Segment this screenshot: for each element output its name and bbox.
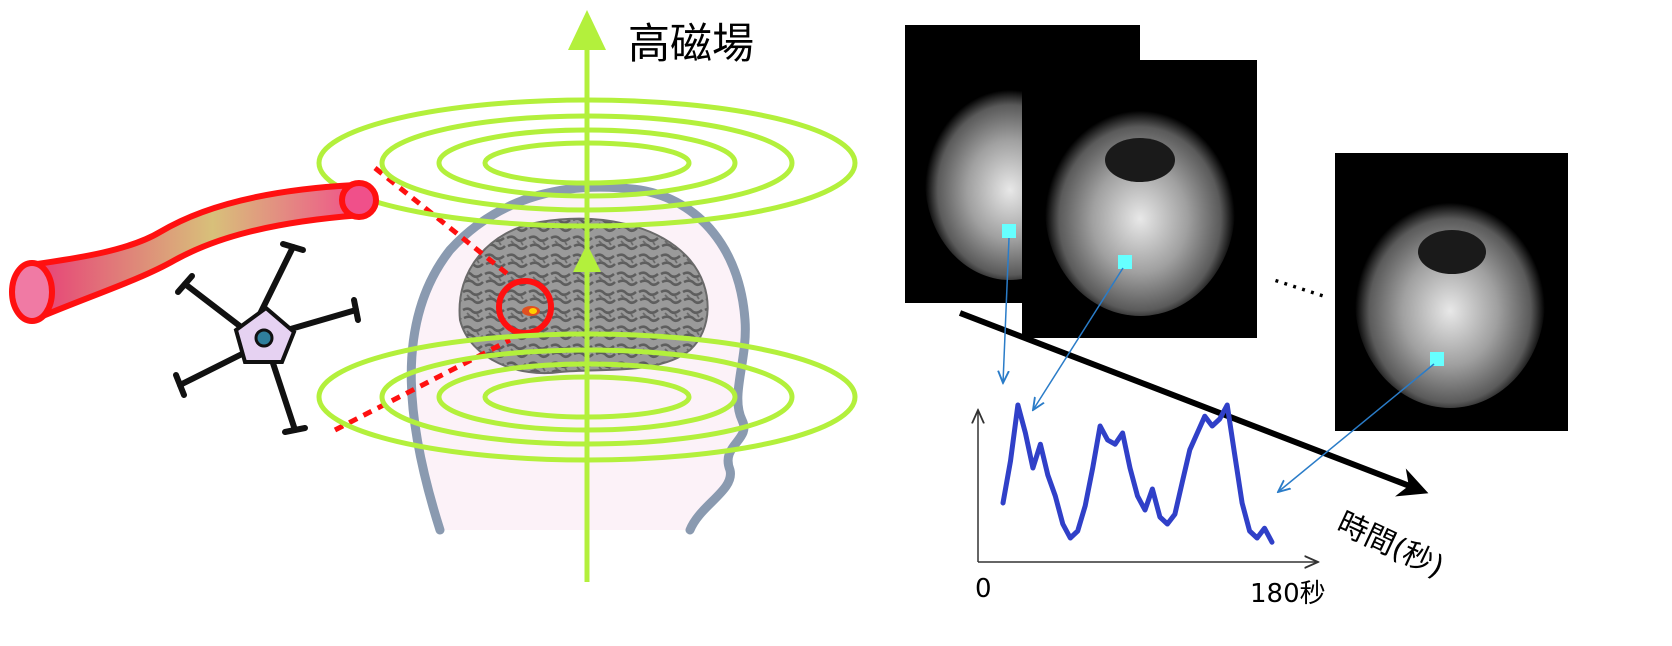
voxel-arrow-1	[1003, 237, 1010, 383]
neuron-nucleus	[254, 328, 274, 348]
signal-series-line	[1000, 402, 1275, 545]
zoom-line-top	[373, 166, 512, 278]
scan-brain	[1355, 192, 1545, 408]
activation-core	[529, 308, 537, 314]
neuron-dendrite	[282, 425, 308, 435]
neuron-dendrite	[173, 372, 187, 398]
neuron-dendrite	[255, 244, 296, 321]
voxel-arrow-2	[1033, 267, 1124, 410]
vessel-end	[339, 180, 379, 220]
field-label: 高磁場	[628, 19, 754, 68]
scan-ventricle	[1105, 138, 1175, 182]
x-tick-180: 180秒	[1250, 579, 1326, 609]
neuron-dendrite	[177, 347, 253, 388]
voxel-arrows	[1003, 237, 1435, 492]
neuron-dendrite	[182, 281, 248, 333]
mri-scan-3	[1335, 153, 1568, 431]
vessel-opening	[9, 260, 55, 324]
ellipsis: ……	[1270, 256, 1333, 305]
scan-ventricle	[1418, 230, 1486, 274]
field-arrowhead-top	[568, 10, 606, 50]
neuron-dendrite	[351, 297, 361, 323]
x-tick-0: 0	[975, 574, 992, 604]
vessel-body	[27, 182, 365, 321]
magnetic-field	[316, 10, 858, 582]
time-label: 時間(秒)	[1332, 506, 1450, 586]
time-arrow	[958, 310, 1429, 497]
neuron-icon	[173, 241, 361, 435]
voxel-marker	[1430, 352, 1444, 366]
neuron-dendrite	[280, 241, 306, 253]
neuron-dendrite	[175, 273, 195, 295]
signal-plot: 0 180秒	[975, 402, 1326, 609]
scan-brain	[1045, 100, 1235, 316]
mri-scan-2	[1022, 60, 1257, 338]
voxel-marker	[1118, 255, 1132, 269]
head-outline	[406, 182, 750, 535]
voxel-marker	[1002, 224, 1016, 238]
blood-vessel-icon	[9, 180, 379, 324]
activation-circle	[496, 278, 554, 336]
field-arrowhead-mid	[573, 244, 601, 272]
voxel-arrow-3	[1278, 363, 1435, 492]
